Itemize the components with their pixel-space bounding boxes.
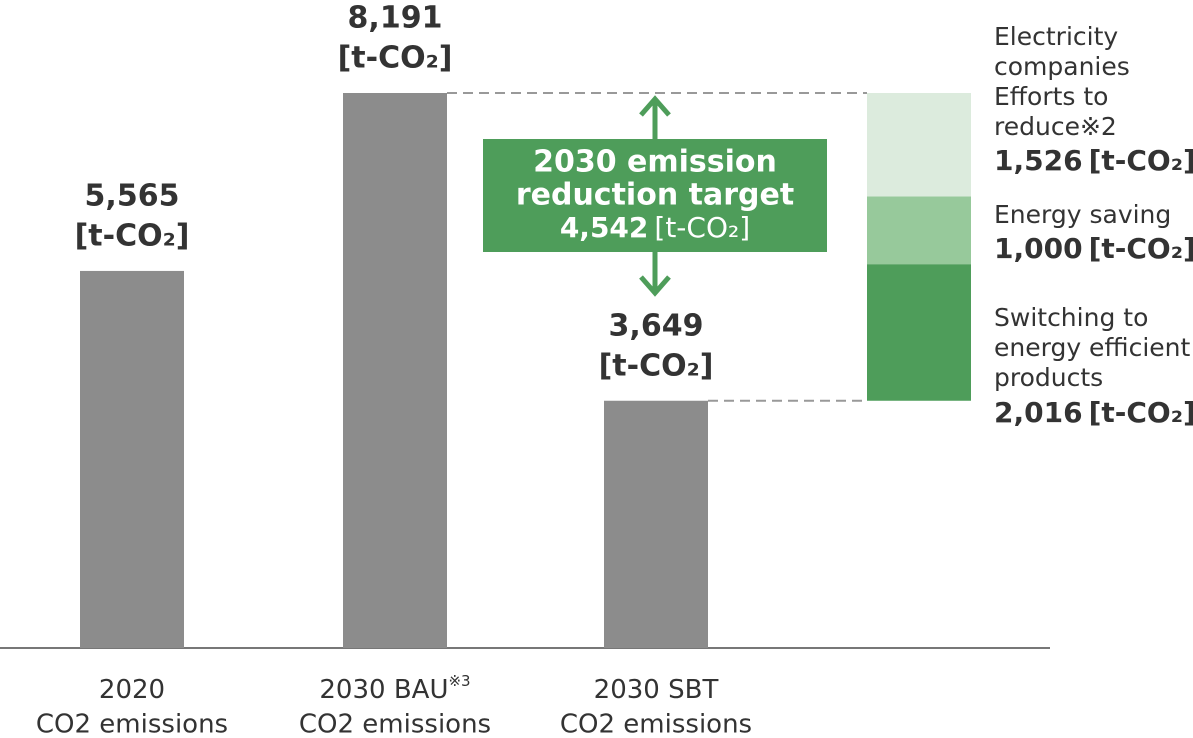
legend-label: energy efficient: [994, 333, 1191, 362]
x-tick-sublabel: CO2 emissions: [299, 710, 491, 738]
legend-value-unit: [t-CO₂]: [1089, 396, 1193, 429]
legend-value: 2,016 [t-CO₂]: [994, 396, 1193, 429]
target-value-number: 4,542: [560, 211, 649, 244]
category-name: 2030 BAU: [319, 675, 448, 705]
bar: [604, 400, 708, 648]
reduction-segment: [867, 196, 971, 265]
legend-value-unit: [t-CO₂]: [1089, 144, 1193, 177]
legend-label: Energy saving: [994, 200, 1171, 229]
legend-value-number: 1,000: [994, 232, 1083, 265]
value-unit: [t-CO₂]: [338, 41, 453, 76]
x-tick-label: 2030 SBT: [594, 675, 719, 705]
legend-value: 1,526 [t-CO₂]: [994, 144, 1193, 177]
legend-value-unit: [t-CO₂]: [1089, 232, 1193, 265]
target-box: [483, 139, 827, 252]
bar: [343, 93, 447, 648]
legend-label: companies: [994, 52, 1130, 81]
arrow-head: [639, 275, 671, 297]
x-tick-label: 2020: [99, 675, 165, 705]
x-tick-sublabel: CO2 emissions: [36, 710, 228, 738]
target-label: 2030 emission: [533, 145, 777, 180]
legend-label: Switching to: [994, 303, 1148, 332]
legend-label: reduce※2: [994, 112, 1117, 141]
x-tick-label: 2030 BAU※3: [319, 672, 470, 705]
value-unit: [t-CO₂]: [599, 348, 714, 383]
value-label: 3,649: [609, 308, 704, 343]
legend-value-number: 1,526: [994, 144, 1083, 177]
reduction-segment: [867, 264, 971, 401]
value-label: 8,191: [348, 1, 443, 36]
target-value: 4,542 [t-CO₂]: [560, 211, 750, 244]
legend-label: Electricity: [994, 22, 1118, 51]
value-label: 5,565: [85, 178, 180, 213]
target-value-unit: [t-CO₂]: [654, 211, 750, 244]
target-label: reduction target: [516, 178, 794, 213]
reduction-segment: [867, 93, 971, 197]
category-note: ※3: [448, 672, 470, 690]
legend-label: Efforts to: [994, 82, 1108, 111]
legend-value-number: 2,016: [994, 396, 1083, 429]
value-unit: [t-CO₂]: [75, 218, 190, 253]
legend-value: 1,000 [t-CO₂]: [994, 232, 1193, 265]
legend-label: products: [994, 363, 1103, 392]
bar: [80, 270, 184, 648]
category-name: 2020: [99, 675, 165, 705]
x-tick-sublabel: CO2 emissions: [560, 710, 752, 738]
arrow-head: [639, 95, 671, 117]
category-name: 2030 SBT: [594, 675, 719, 705]
